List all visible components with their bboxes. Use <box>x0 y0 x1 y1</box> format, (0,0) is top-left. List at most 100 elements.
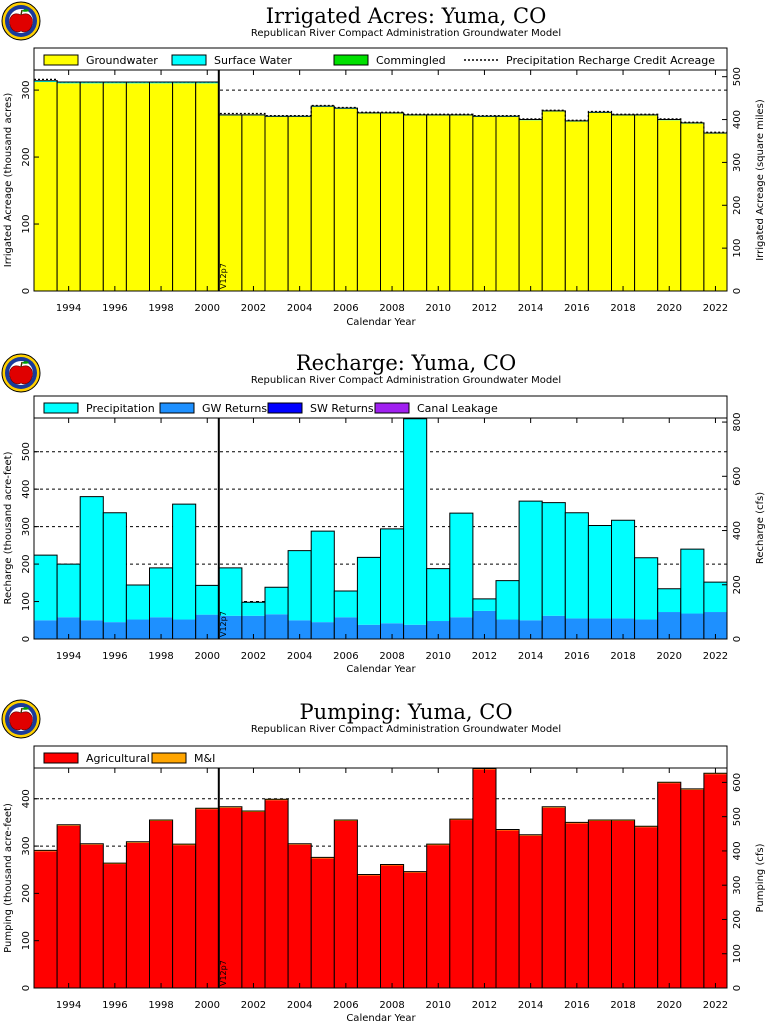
state-seal-apple-logo <box>1 353 41 393</box>
bar-agricultural <box>611 820 635 988</box>
bar-precipitation <box>126 585 150 620</box>
chart-subtitle: Republican River Compact Administration … <box>251 724 561 735</box>
bar-agricultural <box>472 769 496 988</box>
bar-groundwater <box>34 82 58 292</box>
bar-precipitation <box>588 525 612 619</box>
bar-agricultural <box>195 809 219 988</box>
bar-gw-returns <box>496 619 520 639</box>
bar-agricultural <box>426 845 450 988</box>
bar-groundwater <box>241 115 265 291</box>
bar-gw-returns <box>334 617 358 639</box>
y-right-tick-label: 400 <box>732 841 743 860</box>
bar-precipitation <box>103 512 127 623</box>
x-tick-label: 2006 <box>333 303 358 314</box>
bar-precipitation <box>218 567 242 616</box>
y-tick-label: 0 <box>21 288 32 294</box>
y-tick-label: 400 <box>21 789 32 808</box>
legend-label-commingled: Commingled <box>376 54 446 67</box>
bar-precipitation <box>519 501 543 621</box>
x-tick-label: 2018 <box>610 1000 635 1011</box>
x-tick-label: 1996 <box>102 303 127 314</box>
pumping-chart: Pumping: Yuma, CO Republican River Compa… <box>1 699 766 1024</box>
bar-agricultural <box>241 812 265 988</box>
bar-precipitation <box>565 512 589 619</box>
x-tick-label: 1994 <box>56 303 81 314</box>
y-right-tick-label: 0 <box>732 288 743 294</box>
bar-agricultural <box>634 827 658 988</box>
legend-swatch-commingled <box>333 54 369 66</box>
x-tick-label: 2002 <box>241 651 266 662</box>
bar-precipitation <box>334 591 358 618</box>
bar-groundwater <box>172 83 196 291</box>
y-right-tick-label: 600 <box>732 467 743 486</box>
bar-gw-returns <box>126 619 150 639</box>
y-right-tick-label: 200 <box>732 196 743 215</box>
bar-surface-water <box>195 82 219 84</box>
bar-outline <box>172 503 197 639</box>
bar-gw-returns <box>634 619 658 639</box>
x-tick-label: 2020 <box>657 1000 682 1011</box>
bar-agricultural <box>218 807 242 988</box>
x-tick-label: 2022 <box>703 1000 728 1011</box>
bar-outline <box>102 512 127 639</box>
bar-precipitation <box>265 587 289 615</box>
x-tick-label: 1998 <box>148 303 173 314</box>
bar-groundwater <box>265 116 289 291</box>
bar-gw-returns <box>703 612 727 639</box>
bar-agricultural <box>496 830 520 988</box>
legend-label-canal-leakage: Canal Leakage <box>417 402 498 415</box>
bar-surface-water <box>103 82 127 84</box>
bar-precipitation <box>403 418 427 625</box>
bar-groundwater <box>288 116 312 291</box>
y-tick-label: 0 <box>21 636 32 642</box>
x-tick-label: 2016 <box>564 1000 589 1011</box>
x-tick-label: 2000 <box>195 303 220 314</box>
y-axis-label: Irrigated Acreage (thousand acres) <box>3 93 14 268</box>
bar-gw-returns <box>80 620 104 639</box>
y-axis-right-label: Recharge (cfs) <box>755 492 766 564</box>
bar-gw-returns <box>403 624 427 639</box>
bar-groundwater <box>472 116 496 291</box>
recharge-chart: Recharge: Yuma, CO Republican River Comp… <box>1 351 766 675</box>
legend-label-sw-returns: SW Returns <box>310 402 374 415</box>
bar-gw-returns <box>149 617 173 639</box>
plot-border <box>33 417 728 640</box>
bar-surface-water <box>34 80 58 83</box>
model-version-label: V12p7 <box>219 611 228 637</box>
x-tick-label: 1994 <box>56 1000 81 1011</box>
bar-groundwater <box>126 83 150 291</box>
x-tick-label: 2012 <box>472 1000 497 1011</box>
bar-precipitation <box>57 564 81 618</box>
bar-gw-returns <box>472 610 496 639</box>
bar-agricultural <box>565 823 589 988</box>
bar-precipitation <box>149 567 173 618</box>
y-tick-label: 400 <box>21 480 32 499</box>
bar-gw-returns <box>288 620 312 639</box>
x-tick-label: 2004 <box>287 303 312 314</box>
y-tick-label: 500 <box>21 442 32 461</box>
bar-gw-returns <box>680 613 704 639</box>
legend-swatch-precipitation <box>43 402 79 414</box>
x-tick-label: 2018 <box>610 303 635 314</box>
legend-label-agricultural: Agricultural <box>86 752 150 765</box>
bar-groundwater <box>634 115 658 291</box>
bar-groundwater <box>357 113 381 291</box>
x-tick-label: 2004 <box>287 651 312 662</box>
bar-gw-returns <box>265 614 289 639</box>
y-tick-label: 200 <box>21 555 32 574</box>
y-right-tick-label: 100 <box>732 239 743 258</box>
x-tick-label: 2012 <box>472 651 497 662</box>
model-version-label: V12p7 <box>219 960 228 986</box>
legend-label-precipitation: Precipitation <box>86 402 155 415</box>
bar-gw-returns <box>195 614 219 639</box>
x-tick-label: 2002 <box>241 1000 266 1011</box>
x-tick-label: 2008 <box>379 303 404 314</box>
y-right-tick-label: 600 <box>732 773 743 792</box>
bar-outline <box>403 418 428 639</box>
legend-label-surface-water: Surface Water <box>214 54 292 67</box>
legend-label-precipitation-recharge-credit-acreage: Precipitation Recharge Credit Acreage <box>506 54 715 67</box>
bar-groundwater <box>703 133 727 291</box>
bar-groundwater <box>657 120 681 292</box>
y-tick-label: 300 <box>21 837 32 856</box>
bar-groundwater <box>103 83 127 291</box>
